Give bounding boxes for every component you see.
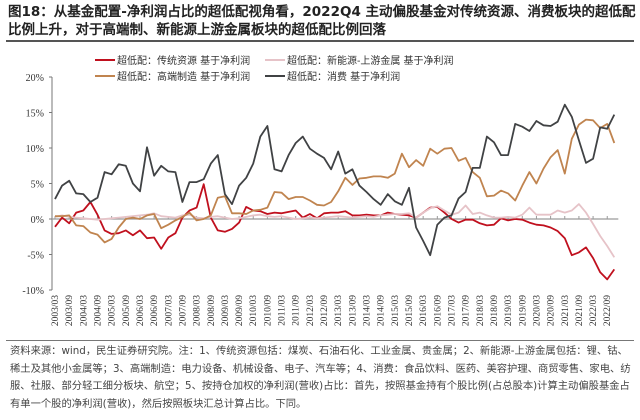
legend-label: 超低配：新能源-上游金属 基于净利润 xyxy=(287,54,454,67)
title-divider xyxy=(6,40,634,42)
x-tick-label: 2007/09 xyxy=(178,295,188,326)
x-tick-label: 2009/03 xyxy=(221,295,231,326)
x-tick-label: 2017/09 xyxy=(462,295,472,326)
x-tick-label: 2016/03 xyxy=(419,295,429,326)
x-tick-label: 2022/09 xyxy=(603,295,613,326)
x-tick-label: 2016/09 xyxy=(433,295,443,326)
x-tick-label: 2006/09 xyxy=(150,295,160,326)
x-tick-label: 2018/09 xyxy=(490,295,500,326)
x-tick-label: 2005/03 xyxy=(108,295,118,326)
x-tick-label: 2015/03 xyxy=(391,295,401,326)
series-line-1 xyxy=(54,183,616,281)
legend-item: 超低配：传统资源 基于净利润 xyxy=(95,54,250,67)
x-tick-label: 2010/03 xyxy=(249,295,259,326)
y-tick-label: 20% xyxy=(26,73,44,84)
x-tick-label: 2014/09 xyxy=(377,295,387,326)
legend-item: 超低配：新能源-上游金属 基于净利润 xyxy=(265,54,454,67)
x-tick-label: 2012/03 xyxy=(306,295,316,326)
x-tick-label: 2004/03 xyxy=(79,295,89,326)
x-tick-label: 2004/09 xyxy=(93,295,103,326)
legend-label: 超低配：高端制造 基于净利润 xyxy=(117,70,250,83)
x-tick-label: 2018/03 xyxy=(476,295,486,326)
x-tick-label: 2008/09 xyxy=(207,295,217,326)
x-tick-label: 2003/03 xyxy=(51,295,61,326)
x-tick-label: 2021/03 xyxy=(561,295,571,326)
x-tick-label: 2020/03 xyxy=(532,295,542,326)
x-tick-label: 2019/09 xyxy=(518,295,528,326)
x-tick-label: 2015/09 xyxy=(405,295,415,326)
x-tick-label: 2011/09 xyxy=(292,295,302,326)
x-tick-label: 2008/03 xyxy=(193,295,203,326)
figure-title: 图18：从基金配置-净利润占比的超低配视角看，2022Q4 主动偏股基金对传统资… xyxy=(8,4,636,38)
x-tick-label: 2013/03 xyxy=(334,295,344,326)
x-tick-label: 2012/09 xyxy=(320,295,330,326)
legend-label: 超低配：传统资源 基于净利润 xyxy=(117,54,250,67)
source-footnote: 资料来源：wind，民生证券研究院。注：1、传统资源包括：煤炭、石油石化、工业金… xyxy=(10,345,631,410)
x-tick-label: 2005/09 xyxy=(122,295,132,326)
x-tick-label: 2019/03 xyxy=(504,295,514,326)
y-tick-label: -10% xyxy=(22,286,44,297)
y-tick-label: 15% xyxy=(26,109,44,120)
x-tick-label: 2014/03 xyxy=(363,295,373,326)
x-tick-label: 2006/03 xyxy=(136,295,146,326)
x-tick-label: 2011/03 xyxy=(278,295,288,326)
y-tick-label: 0% xyxy=(31,215,44,226)
x-tick-label: 2010/09 xyxy=(263,295,273,326)
x-tick-label: 2021/09 xyxy=(575,295,585,326)
footnote-divider xyxy=(6,340,634,341)
x-tick-label: 2007/03 xyxy=(164,295,174,326)
series-line-3 xyxy=(55,118,616,244)
y-tick-label: 10% xyxy=(26,144,44,155)
x-tick-label: 2020/09 xyxy=(547,295,557,326)
x-tick-label: 2003/09 xyxy=(65,295,75,326)
legend-item: 超低配：消费 基于净利润 xyxy=(265,70,400,83)
y-tick-label: -5% xyxy=(27,251,44,262)
y-tick-label: 5% xyxy=(31,180,44,191)
x-tick-label: 2009/09 xyxy=(235,295,245,326)
series-line-4 xyxy=(54,103,616,257)
x-tick-label: 2013/09 xyxy=(348,295,358,326)
x-tick-label: 2017/03 xyxy=(447,295,457,326)
legend-label: 超低配：消费 基于净利润 xyxy=(287,70,400,83)
legend-item: 超低配：高端制造 基于净利润 xyxy=(95,70,250,83)
line-chart: 20% 15% 10% 5% 0% -5% -10% 2003/03 2003/09 2004/0… xyxy=(22,54,619,326)
x-tick-label: 2022/03 xyxy=(589,295,599,326)
